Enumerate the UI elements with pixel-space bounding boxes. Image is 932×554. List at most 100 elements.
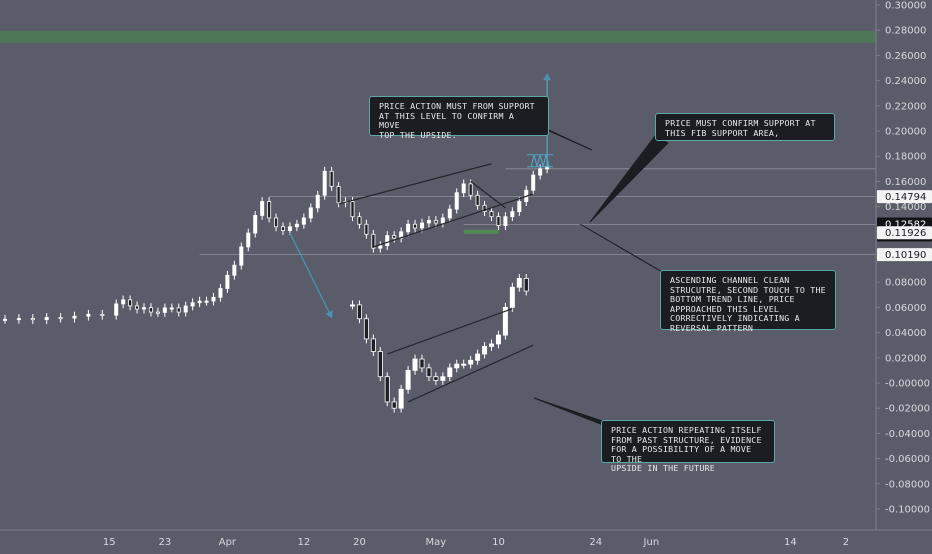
overlay-candle-body-22: [502, 306, 508, 336]
price-tick-label-15: -0.00000: [885, 379, 930, 390]
overlay-candle-body-19: [482, 346, 488, 355]
main-candle-body-63: [496, 216, 501, 226]
price-tick-label-4: 0.22000: [885, 101, 926, 112]
overlay-candle-body-3: [370, 338, 376, 352]
main-candle-body-44: [364, 223, 369, 235]
main-candle-body-17: [176, 307, 181, 313]
main-candle-body-37: [315, 194, 320, 209]
main-candle-body-33: [287, 226, 292, 231]
main-candle-body-48: [392, 235, 397, 239]
price-label-box-3: [877, 248, 932, 262]
price-label-box-2: [877, 226, 932, 240]
main-candle-body-50: [406, 223, 411, 233]
main-candle-body-53: [426, 220, 431, 224]
main-candle-body-10: [128, 299, 133, 307]
main-candle-body-42: [350, 201, 355, 218]
trendline-overlay-upper: [387, 308, 513, 355]
main-candle-body-43: [357, 216, 362, 225]
price-label-1: 0.12582: [885, 219, 926, 230]
time-axis-panel: [0, 530, 932, 550]
overlay-candle-body-25: [523, 278, 529, 292]
overlay-candle-body-11: [426, 367, 432, 378]
trendline-overlay-lower: [407, 344, 534, 403]
main-candle-body-2: [30, 318, 35, 321]
main-candle-body-30: [267, 201, 272, 219]
main-candle-body-57: [454, 192, 459, 210]
overlay-candle-body-15: [454, 363, 460, 369]
overlay-candle-body-12: [433, 376, 439, 381]
main-candle-body-60: [475, 194, 480, 206]
trendline-channel-lower: [373, 193, 534, 248]
main-candle-body-9: [121, 299, 126, 305]
main-candle-body-12: [141, 307, 146, 310]
main-candle-body-38: [322, 170, 327, 196]
main-candle-body-27: [246, 232, 251, 248]
main-candle-body-0: [3, 318, 8, 321]
overlay-candle-body-21: [495, 334, 501, 345]
main-candle-body-62: [489, 211, 494, 218]
price-tick-label-12: 0.06000: [885, 303, 926, 314]
main-candle-body-59: [468, 183, 473, 196]
price-tick-label-11: 0.08000: [885, 278, 926, 289]
time-tick-label-9: 14: [784, 537, 797, 548]
price-tick-label-1: 0.28000: [885, 26, 926, 37]
overlay-candle-body-7: [398, 388, 404, 409]
price-label-box-0: [877, 190, 932, 204]
main-candle-body-46: [378, 245, 383, 249]
callout-fib-support: PRICE MUST CONFIRM SUPPORT AT THIS FIB S…: [655, 113, 835, 141]
time-tick-label-0: 15: [103, 537, 116, 548]
price-tick-label-14: 0.02000: [885, 353, 926, 364]
overlay-candle-body-9: [412, 358, 418, 371]
main-candle-body-20: [197, 300, 202, 304]
main-candle-body-24: [225, 274, 230, 289]
price-tick-label-18: -0.06000: [885, 454, 930, 465]
overlay-candle-body-14: [447, 367, 453, 378]
overlay-candle-body-5: [384, 376, 390, 403]
time-tick-label-4: 20: [353, 537, 366, 548]
price-label-2: 0.11926: [885, 228, 926, 239]
main-candle-body-55: [440, 217, 445, 224]
overlay-candle-body-6: [391, 401, 397, 409]
main-candle-body-23: [218, 288, 223, 298]
main-candle-body-45: [371, 233, 376, 249]
overlay-candle-body-17: [468, 359, 474, 365]
main-candle-body-52: [419, 222, 424, 229]
main-candle-body-22: [211, 296, 216, 302]
overlay-candle-body-16: [461, 363, 467, 366]
main-candle-body-1: [16, 318, 21, 321]
main-candle-body-18: [183, 305, 188, 313]
main-candle-body-66: [517, 201, 522, 213]
main-candle-body-39: [329, 170, 334, 187]
main-candle-body-64: [503, 216, 508, 226]
main-candle-body-61: [482, 204, 487, 213]
main-candle-body-31: [274, 217, 279, 228]
main-candle-body-47: [385, 235, 390, 247]
price-tick-label-2: 0.26000: [885, 51, 926, 62]
main-candle-body-6: [86, 313, 91, 317]
time-tick-label-2: Apr: [219, 537, 237, 548]
main-candle-body-58: [461, 183, 466, 194]
price-tick-label-5: 0.20000: [885, 127, 926, 138]
time-tick-label-8: Jun: [643, 537, 660, 548]
price-tick-label-20: -0.10000: [885, 505, 930, 516]
main-candle-body-56: [447, 208, 452, 219]
overlay-candle-body-0: [349, 304, 355, 307]
main-candle-body-54: [433, 220, 438, 224]
main-candle-body-8: [114, 303, 119, 316]
overlay-candle-body-8: [405, 369, 411, 390]
main-candle-body-5: [72, 315, 77, 319]
main-candle-body-7: [100, 313, 105, 316]
callout-repeating-structure: PRICE ACTION REPEATING ITSELF FROM PAST …: [601, 420, 775, 473]
price-label-3: 0.10190: [885, 250, 926, 261]
overlay-candle-body-23: [509, 286, 515, 308]
time-tick-label-7: 24: [589, 537, 602, 548]
price-tick-label-7: 0.16000: [885, 177, 926, 188]
main-candle-body-36: [308, 207, 313, 219]
price-tick-label-0: 0.30000: [885, 1, 926, 12]
price-tick-label-8: 0.14000: [885, 202, 926, 213]
main-candle-body-32: [280, 226, 285, 231]
main-candle-body-65: [510, 211, 515, 218]
overlay-candle-body-2: [363, 318, 369, 340]
main-candle-body-35: [301, 217, 306, 225]
